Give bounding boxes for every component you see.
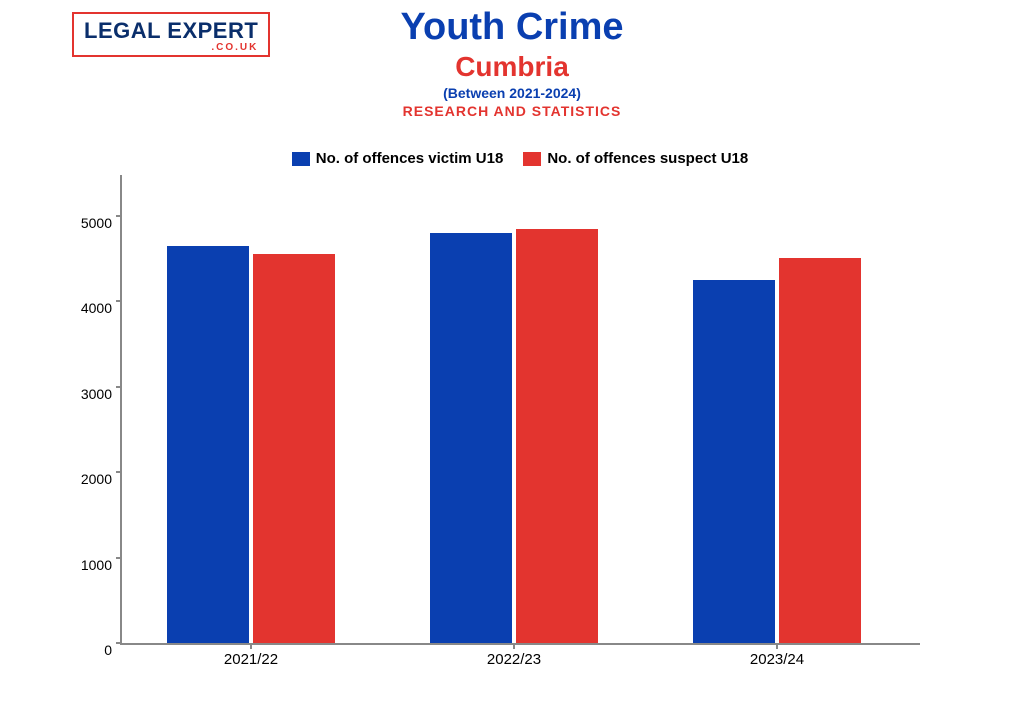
y-tick-mark bbox=[116, 386, 122, 388]
x-tick-label: 2023/24 bbox=[750, 651, 804, 668]
legend-label: No. of offences victim U18 bbox=[316, 150, 504, 167]
bar bbox=[167, 246, 249, 643]
y-tick-label: 2000 bbox=[62, 471, 112, 487]
y-tick-mark bbox=[116, 557, 122, 559]
x-tick-mark bbox=[776, 643, 778, 649]
y-tick-label: 3000 bbox=[62, 386, 112, 402]
legend: No. of offences victim U18 No. of offence… bbox=[120, 150, 920, 167]
chart: No. of offences victim U18 No. of offence… bbox=[120, 150, 920, 690]
legend-swatch bbox=[292, 152, 310, 166]
x-tick-mark bbox=[250, 643, 252, 649]
y-tick-label: 4000 bbox=[62, 300, 112, 316]
page-research: RESEARCH AND STATISTICS bbox=[0, 103, 1024, 119]
x-tick-mark bbox=[513, 643, 515, 649]
y-tick-mark bbox=[116, 642, 122, 644]
y-tick-mark bbox=[116, 471, 122, 473]
logo: LEGAL EXPERT .CO.UK bbox=[72, 12, 270, 57]
y-tick-label: 1000 bbox=[62, 557, 112, 573]
plot-area: 0100020003000400050002021/222022/232023/… bbox=[120, 175, 920, 645]
logo-main: LEGAL EXPERT bbox=[84, 18, 258, 44]
bar bbox=[430, 233, 512, 643]
x-tick-label: 2022/23 bbox=[487, 651, 541, 668]
bar bbox=[516, 229, 598, 643]
bar bbox=[779, 258, 861, 643]
x-tick-label: 2021/22 bbox=[224, 651, 278, 668]
legend-item: No. of offences suspect U18 bbox=[523, 150, 748, 167]
logo-expert-text: EXPERT bbox=[167, 18, 258, 43]
bar bbox=[693, 280, 775, 643]
legend-label: No. of offences suspect U18 bbox=[547, 150, 748, 167]
page-period: (Between 2021-2024) bbox=[0, 85, 1024, 101]
logo-legal-text: LEGAL bbox=[84, 18, 161, 43]
bar bbox=[253, 254, 335, 643]
legend-item: No. of offences victim U18 bbox=[292, 150, 504, 167]
y-tick-label: 5000 bbox=[62, 215, 112, 231]
y-tick-mark bbox=[116, 215, 122, 217]
y-tick-label: 0 bbox=[62, 642, 112, 658]
legend-swatch bbox=[523, 152, 541, 166]
y-tick-mark bbox=[116, 300, 122, 302]
